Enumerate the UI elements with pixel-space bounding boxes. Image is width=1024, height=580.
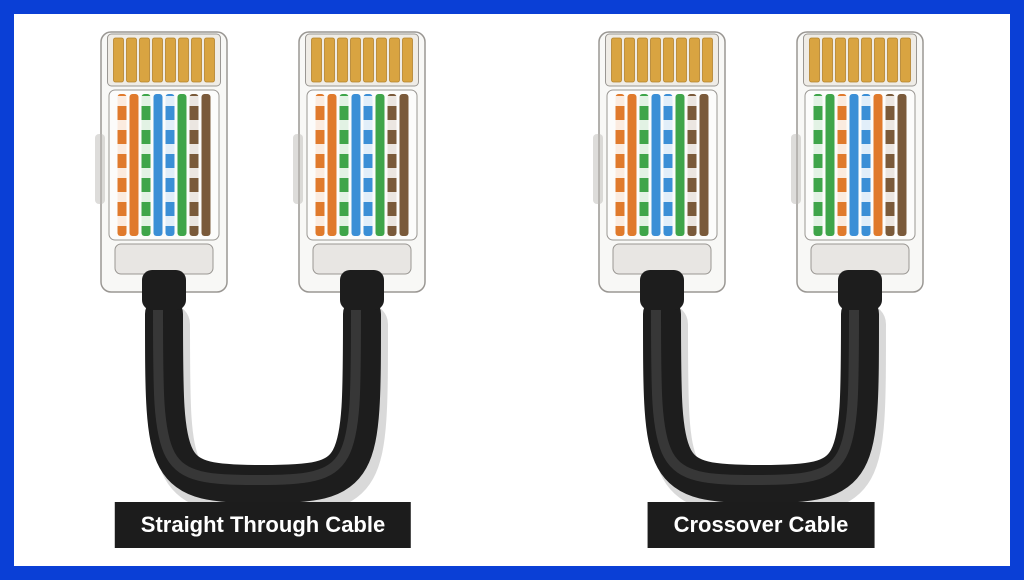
label-crossover: Crossover Cable	[648, 502, 875, 548]
panel-crossover: Crossover Cable	[512, 14, 1010, 566]
diagram-frame: Straight Through Cable Crossover Cable	[0, 0, 1024, 580]
panel-straight-through: Straight Through Cable	[14, 14, 512, 566]
cable-illustration	[512, 14, 1010, 566]
cable-illustration	[14, 14, 512, 566]
label-straight-through: Straight Through Cable	[115, 502, 411, 548]
